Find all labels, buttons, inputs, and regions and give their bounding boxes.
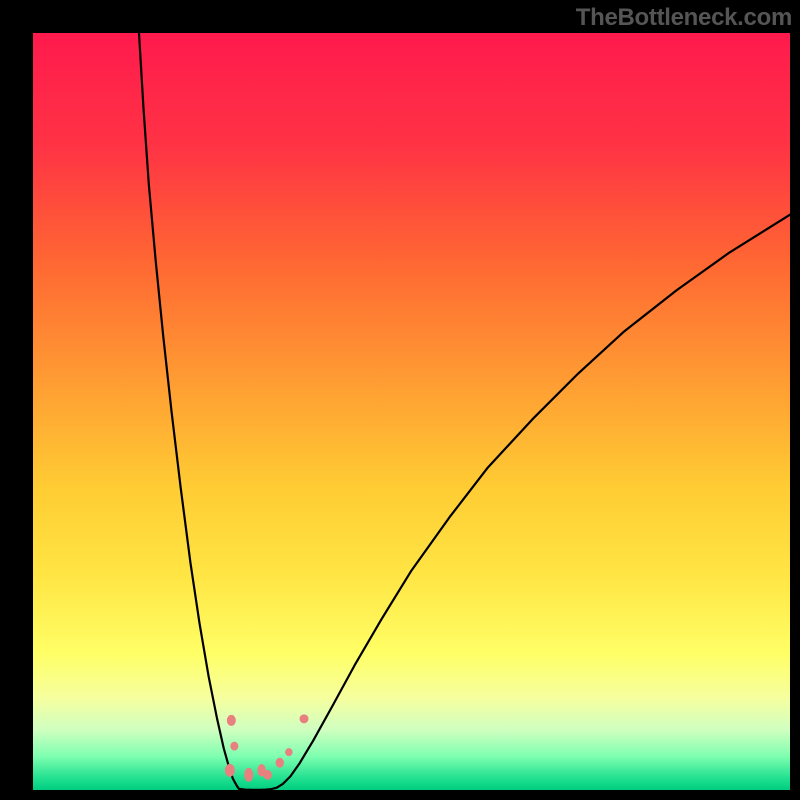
data-dot (300, 714, 309, 723)
data-dot (225, 764, 235, 777)
data-dot (285, 748, 293, 756)
chart-svg (33, 33, 790, 790)
watermark-text: TheBottleneck.com (576, 4, 792, 32)
data-dot (263, 770, 271, 780)
plot-area (33, 33, 790, 790)
data-dot (276, 758, 284, 768)
data-dot (230, 742, 238, 751)
data-dot (227, 715, 236, 726)
data-dot (244, 768, 253, 782)
